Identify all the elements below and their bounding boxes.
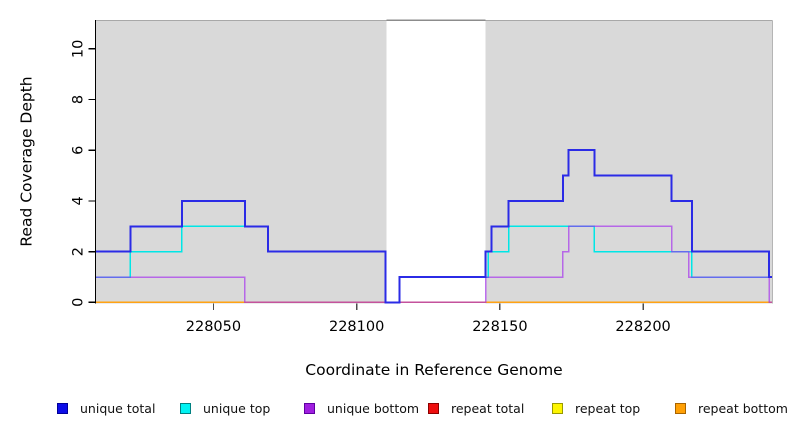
legend-swatch-repeat-top — [552, 403, 563, 414]
legend-label: repeat top — [575, 401, 641, 416]
legend-swatch-unique-total — [57, 403, 68, 414]
legend-item-unique-top: unique top — [180, 400, 270, 417]
legend-swatch-unique-top — [180, 403, 191, 414]
x-tick-label: 228200 — [615, 319, 670, 335]
legend-item-repeat-top: repeat top — [552, 400, 640, 417]
x-tick-label: 228150 — [472, 319, 527, 335]
series-line-unique-bottom — [96, 225, 772, 304]
x-tick-label: 228100 — [329, 319, 384, 335]
legend-swatch-repeat-bottom — [675, 403, 686, 414]
covered-region — [96, 21, 387, 304]
series-line-unique-total — [96, 149, 772, 304]
y-tick-label: 10 — [71, 40, 87, 58]
y-tick-label: 6 — [71, 146, 87, 155]
legend-swatch-repeat-total — [428, 403, 439, 414]
legend-label: unique top — [203, 401, 271, 416]
y-axis-title: Read Coverage Depth — [17, 76, 36, 247]
legend-label: repeat total — [451, 401, 525, 416]
legend-item-unique-bottom: unique bottom — [304, 400, 419, 417]
x-tick-label: 228050 — [186, 319, 241, 335]
legend-item-repeat-bottom: repeat bottom — [675, 400, 788, 417]
legend-item-repeat-total: repeat total — [428, 400, 524, 417]
legend-item-unique-total: unique total — [57, 400, 155, 417]
legend-label: repeat bottom — [698, 401, 788, 416]
y-tick-label: 0 — [71, 298, 87, 307]
x-axis-title: Coordinate in Reference Genome — [305, 361, 563, 379]
y-tick-label: 8 — [71, 95, 87, 104]
legend-swatch-unique-bottom — [304, 403, 315, 414]
y-tick-label: 2 — [71, 247, 87, 256]
legend-label: unique total — [80, 401, 156, 416]
y-tick-label: 4 — [71, 196, 87, 205]
legend-label: unique bottom — [327, 401, 420, 416]
covered-region — [485, 21, 772, 304]
